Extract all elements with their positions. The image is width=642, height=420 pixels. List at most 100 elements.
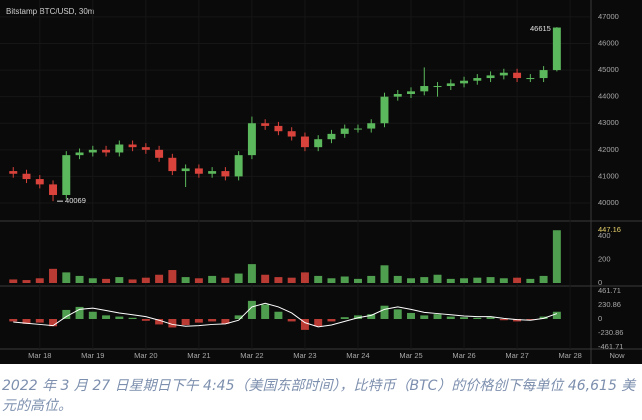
- candle-body: [287, 131, 296, 137]
- oscillator-bar: [407, 312, 415, 319]
- x-tick-label: Mar 26: [452, 351, 475, 360]
- volume-bar: [393, 275, 402, 283]
- y-tick-label: -461.71: [598, 342, 623, 351]
- candle-body: [35, 179, 44, 185]
- candle-body: [168, 157, 177, 172]
- oscillator-bar: [446, 316, 455, 319]
- candle-body: [539, 70, 548, 79]
- volume-bar: [513, 277, 522, 283]
- volume-last-label: 447.16: [598, 225, 621, 234]
- y-tick-label: 46000: [598, 38, 619, 47]
- oscillator-bar: [49, 319, 58, 327]
- volume-bar: [460, 278, 469, 283]
- oscillator-bar: [194, 319, 203, 323]
- oscillator-bar: [486, 317, 495, 319]
- volume-bar: [168, 270, 177, 283]
- volume-bar: [9, 279, 18, 283]
- volume-bar: [88, 278, 97, 283]
- candle-body: [62, 155, 71, 196]
- volume-bar: [128, 279, 137, 283]
- oscillator-bar: [552, 311, 561, 319]
- high-annotation: 46615: [530, 24, 551, 33]
- y-tick-label: 47000: [598, 12, 619, 21]
- volume-bar: [141, 277, 150, 283]
- volume-bar: [473, 277, 482, 283]
- volume-bar: [194, 278, 203, 283]
- oscillator-line: [13, 302, 558, 328]
- candle-body: [354, 128, 362, 130]
- candle-body: [420, 86, 429, 92]
- candle-body: [340, 128, 349, 134]
- y-tick-label: 45000: [598, 65, 619, 74]
- oscillator-bar: [221, 319, 230, 324]
- volume-bar: [499, 278, 508, 283]
- x-tick-label: Mar 19: [81, 351, 104, 360]
- oscillator-bar: [234, 315, 243, 319]
- candle-body: [274, 125, 283, 132]
- x-tick-label: Mar 28: [558, 351, 581, 360]
- y-tick-label: 200: [598, 254, 611, 263]
- oscillator-bar: [261, 304, 270, 319]
- low-annotation: 40069: [65, 196, 86, 205]
- candle-body: [526, 78, 535, 80]
- volume-bar: [102, 278, 111, 283]
- oscillator-bar: [539, 316, 548, 319]
- volume-bar: [62, 272, 71, 283]
- candle-body: [380, 96, 389, 124]
- candle-body: [141, 147, 150, 150]
- oscillator-bar: [35, 319, 44, 323]
- y-tick-label: 42000: [598, 145, 619, 154]
- oscillator-bar: [526, 319, 535, 321]
- chart: Bitstamp BTC/USD, 30m Now Mar 18 Mar 19 Ma…: [0, 0, 642, 364]
- candle-body: [460, 80, 469, 84]
- y-tick-label: 44000: [598, 92, 619, 101]
- candle-body: [221, 171, 230, 177]
- x-tick-label: Mar 21: [187, 351, 210, 360]
- volume-bar: [155, 274, 164, 283]
- y-tick-label: 400: [598, 231, 611, 240]
- x-tick-label: Mar 22: [240, 351, 263, 360]
- y-tick-label: -230.86: [598, 328, 623, 337]
- y-tick-label: 461.71: [598, 286, 621, 295]
- oscillator-bar: [327, 319, 336, 322]
- oscillator-bar: [155, 319, 164, 325]
- oscillator-bar: [9, 319, 18, 322]
- y-tick-label: 40000: [598, 198, 619, 207]
- oscillator-bar: [128, 317, 137, 319]
- candle-body: [194, 168, 203, 174]
- candle-body: [9, 171, 18, 174]
- volume-bar: [221, 277, 230, 283]
- candle-body: [513, 72, 522, 79]
- y-tick-label: 0: [598, 314, 602, 323]
- volume-bar: [340, 276, 349, 283]
- now-label: Now: [609, 351, 625, 360]
- candle-body: [393, 94, 402, 97]
- volume-bar: [380, 265, 389, 283]
- x-tick-label: Mar 25: [399, 351, 422, 360]
- oscillator-bar: [75, 306, 84, 319]
- oscillator-bar: [314, 319, 323, 327]
- oscillator-bar: [102, 315, 111, 319]
- volume-bar: [208, 275, 217, 283]
- candle-body: [234, 155, 243, 177]
- oscillator-bar: [141, 319, 150, 321]
- volume-bar: [446, 278, 455, 283]
- candle-body: [128, 144, 137, 148]
- candle-body: [155, 149, 164, 158]
- volume-bar: [552, 230, 561, 283]
- candle-body: [181, 168, 190, 172]
- candle-body: [314, 139, 323, 148]
- candle-body: [75, 152, 84, 156]
- volume-bar: [75, 275, 84, 283]
- oscillator-bar: [340, 317, 349, 319]
- oscillator-bar: [115, 316, 124, 319]
- chart-title: Bitstamp BTC/USD, 30m: [6, 7, 95, 16]
- oscillator-bar: [287, 319, 296, 322]
- oscillator-bar: [181, 319, 190, 326]
- volume-bar: [274, 277, 283, 283]
- candle-body: [327, 133, 336, 140]
- volume-bar: [539, 275, 548, 283]
- y-tick-label: 0: [598, 278, 602, 287]
- oscillator-bar: [380, 305, 389, 319]
